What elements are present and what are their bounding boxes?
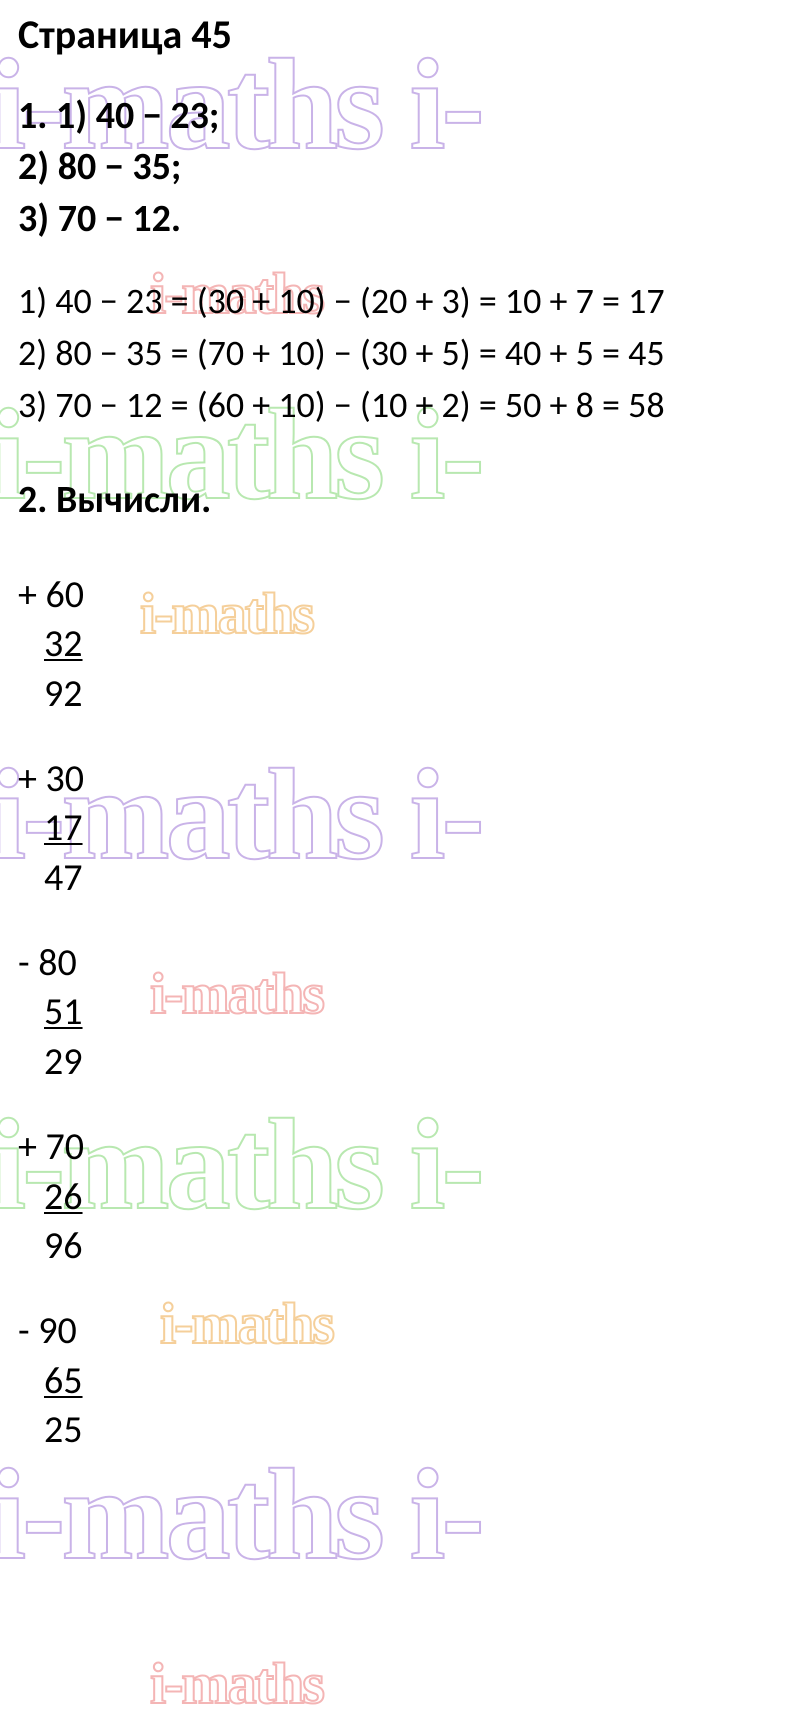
p1-sol2: 2) 80 − 35 = (70 + 10) − (30 + 5) = 40 +… bbox=[18, 327, 782, 379]
calc-result: 47 bbox=[18, 854, 782, 903]
calc-row1: + 30 bbox=[18, 755, 782, 804]
calc-row2: 51 bbox=[18, 988, 782, 1037]
column-calc: + 702696 bbox=[18, 1123, 782, 1271]
column-calc: - 805129 bbox=[18, 939, 782, 1087]
calc-row2: 17 bbox=[18, 804, 782, 853]
calc-result: 96 bbox=[18, 1222, 782, 1271]
calc-row2: 26 bbox=[18, 1173, 782, 1222]
column-calc: - 906525 bbox=[18, 1307, 782, 1455]
calc-row1: - 90 bbox=[18, 1307, 782, 1356]
calc-row1: - 80 bbox=[18, 939, 782, 988]
calc-row1: + 70 bbox=[18, 1123, 782, 1172]
column-calc: + 301747 bbox=[18, 755, 782, 903]
column-calc: + 603292 bbox=[18, 571, 782, 719]
calc-row2: 65 bbox=[18, 1357, 782, 1406]
page-content: Страница 45 1. 1) 40 − 23; 2) 80 − 35; 3… bbox=[0, 0, 800, 1502]
calc-result: 92 bbox=[18, 670, 782, 719]
p1-line3: 3) 70 − 12. bbox=[18, 194, 782, 245]
calc-row1: + 60 bbox=[18, 571, 782, 620]
calc-result: 29 bbox=[18, 1038, 782, 1087]
p1-line2: 2) 80 − 35; bbox=[18, 142, 782, 193]
p2-heading: 2. Вычисли. bbox=[18, 475, 782, 526]
p1-sol3: 3) 70 − 12 = (60 + 10) − (10 + 2) = 50 +… bbox=[18, 379, 782, 431]
page-title: Страница 45 bbox=[18, 10, 782, 59]
watermark: i-maths bbox=[150, 1650, 323, 1717]
p1-line1: 1. 1) 40 − 23; bbox=[18, 91, 782, 142]
calc-row2: 32 bbox=[18, 620, 782, 669]
column-calcs: + 603292 + 301747 - 805129 + 702696 - 906525 bbox=[18, 571, 782, 1456]
calc-result: 25 bbox=[18, 1406, 782, 1455]
p1-sol1: 1) 40 − 23 = (30 + 10) − (20 + 3) = 10 +… bbox=[18, 275, 782, 327]
